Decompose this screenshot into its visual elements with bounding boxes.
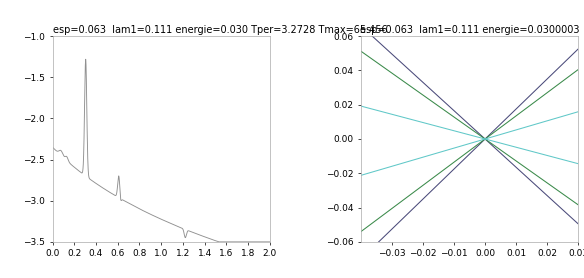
- Title: esp=0.063  lam1=0.111 energie=0.0300003: esp=0.063 lam1=0.111 energie=0.0300003: [360, 25, 579, 35]
- Text: esp=0.063  lam1=0.111 energie=0.030 Tper=3.2728 Tmax=65.456: esp=0.063 lam1=0.111 energie=0.030 Tper=…: [53, 25, 387, 35]
